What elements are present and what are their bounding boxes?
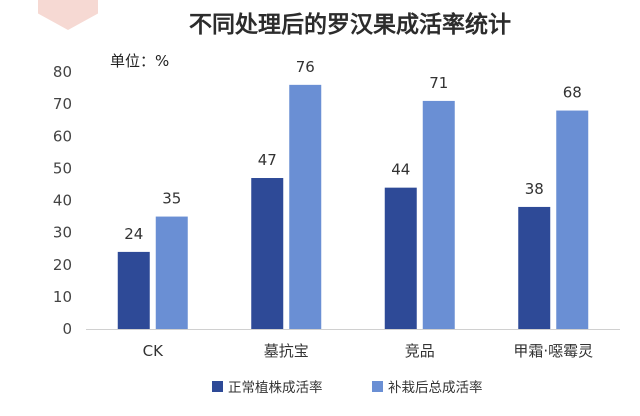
y-tick-label: 0 xyxy=(62,320,72,338)
y-tick-label: 80 xyxy=(53,63,72,81)
data-label: 24 xyxy=(124,225,143,243)
legend: 正常植株成活率 补栽后总成活率 xyxy=(212,379,483,396)
y-tick-label: 30 xyxy=(53,224,72,242)
x-tick-label: 甲霜·噁霉灵 xyxy=(513,342,593,360)
data-label: 47 xyxy=(258,151,277,169)
chart-title: 不同处理后的罗汉果成活率统计 xyxy=(189,12,511,38)
y-tick-label: 40 xyxy=(53,192,72,210)
bar xyxy=(289,84,322,329)
data-label: 35 xyxy=(162,190,181,208)
y-axis: 0 10 20 30 40 50 60 70 80 xyxy=(53,63,72,338)
x-tick-label: 墓抗宝 xyxy=(264,342,309,360)
legend-swatch xyxy=(212,381,223,392)
data-label: 44 xyxy=(391,161,410,179)
x-tick-label: 竞品 xyxy=(405,342,435,360)
bar xyxy=(556,110,589,329)
x-axis: CK 墓抗宝 竞品 甲霜·噁霉灵 xyxy=(86,329,620,360)
y-tick-label: 20 xyxy=(53,256,72,274)
y-tick-label: 60 xyxy=(53,127,72,145)
unit-label: 单位：% xyxy=(110,52,169,70)
y-tick-label: 10 xyxy=(53,288,72,306)
x-tick-label: CK xyxy=(143,342,164,360)
bar xyxy=(518,206,551,329)
data-label: 38 xyxy=(525,180,544,198)
y-tick-label: 70 xyxy=(53,95,72,113)
bar xyxy=(251,178,284,329)
legend-swatch xyxy=(372,381,383,392)
data-label: 71 xyxy=(429,74,448,92)
y-tick-label: 50 xyxy=(53,159,72,177)
data-label: 68 xyxy=(563,84,582,102)
bar xyxy=(422,100,455,329)
legend-label: 补栽后总成活率 xyxy=(388,379,483,396)
bar xyxy=(155,216,188,329)
bar xyxy=(384,187,417,329)
bars: 24 35 47 76 44 71 38 68 xyxy=(117,58,589,329)
bar xyxy=(117,251,150,329)
data-label: 76 xyxy=(296,58,315,76)
legend-label: 正常植株成活率 xyxy=(228,379,323,396)
